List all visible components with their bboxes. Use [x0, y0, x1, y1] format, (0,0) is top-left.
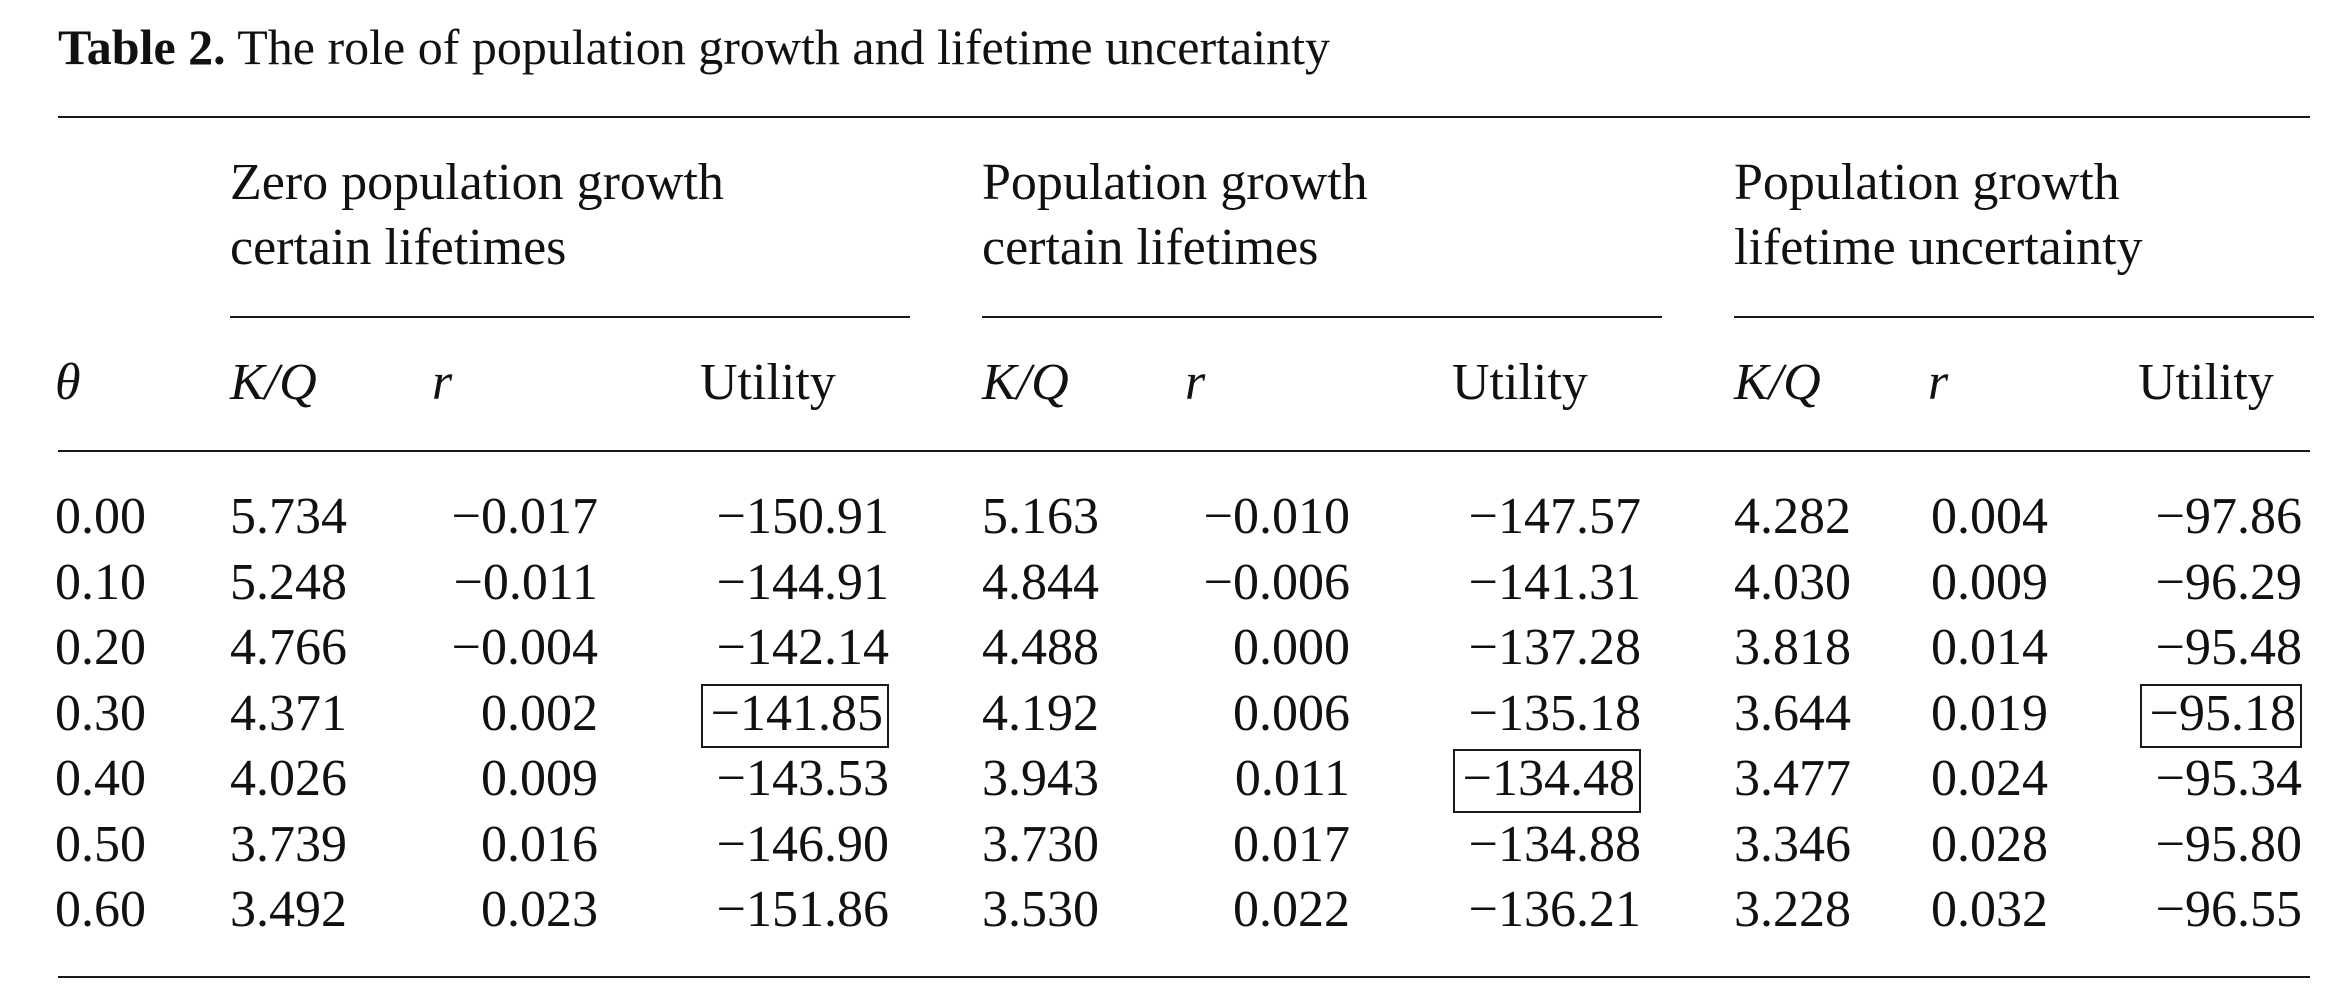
utility-cell: −143.53 [716, 750, 889, 807]
kq-cell: 3.644 [1734, 684, 1851, 742]
column-header-kq: K/Q [982, 354, 1069, 411]
kq-cell: 4.488 [982, 619, 1099, 676]
utility-cell: −150.91 [716, 488, 889, 545]
kq-cell: 5.248 [230, 553, 347, 611]
r-cell: −0.006 [1203, 553, 1350, 611]
kq-cell: 4.371 [230, 684, 347, 742]
kq-cell: 4.844 [982, 553, 1099, 611]
theta-cell: 0.60 [55, 881, 146, 938]
column-header-kq: K/Q [230, 354, 317, 411]
group-heading-line2: certain lifetimes [230, 219, 567, 276]
r-cell: 0.028 [1931, 815, 2048, 873]
r-cell: 0.009 [481, 750, 598, 807]
utility-cell: −96.55 [2155, 881, 2302, 938]
table-title: The role of population growth and lifeti… [237, 19, 1330, 75]
r-cell: 0.032 [1931, 881, 2048, 938]
theta-cell: 0.50 [55, 815, 146, 873]
group-heading-line2: certain lifetimes [982, 219, 1319, 276]
kq-cell: 4.766 [230, 619, 347, 676]
utility-cell: −95.48 [2155, 619, 2302, 676]
r-cell: 0.016 [481, 815, 598, 873]
group-heading-line2: lifetime uncertainty [1734, 219, 2143, 276]
utility-cell-boxed: −134.48 [1452, 749, 1641, 813]
kq-cell: 4.282 [1734, 488, 1851, 545]
kq-cell: 4.030 [1734, 553, 1851, 611]
utility-cell: −95.34 [2155, 750, 2302, 807]
column-header-kq: K/Q [1734, 354, 1821, 411]
r-cell: 0.011 [1234, 750, 1350, 807]
r-cell: 0.006 [1233, 684, 1350, 742]
r-cell: 0.024 [1931, 750, 2048, 807]
kq-cell: 5.734 [230, 488, 347, 545]
r-cell: 0.019 [1931, 684, 2048, 742]
utility-cell: −135.18 [1468, 684, 1641, 742]
utility-cell: −147.57 [1468, 488, 1641, 545]
kq-cell: 3.346 [1734, 815, 1851, 873]
column-header-utility: Utility [700, 354, 836, 411]
utility-cell: −97.86 [2155, 488, 2302, 545]
utility-cell: −136.21 [1468, 881, 1641, 938]
utility-cell: −137.28 [1468, 619, 1641, 676]
utility-cell-boxed: −95.18 [2139, 683, 2302, 748]
theta-cell: 0.30 [55, 684, 146, 742]
r-cell: 0.022 [1233, 881, 1350, 938]
kq-cell: 3.818 [1734, 619, 1851, 676]
table-caption: Table 2. The role of population growth a… [58, 18, 1330, 76]
kq-cell: 3.492 [230, 881, 347, 938]
kq-cell: 4.192 [982, 684, 1099, 742]
header-rule [58, 450, 2310, 452]
kq-cell: 3.730 [982, 815, 1099, 873]
r-cell: 0.023 [481, 881, 598, 938]
column-header-utility: Utility [2138, 354, 2274, 411]
r-cell: 0.004 [1931, 488, 2048, 545]
utility-cell: −134.88 [1468, 815, 1641, 873]
r-cell: 0.002 [481, 684, 598, 742]
group-heading-line1: Population growth [1734, 154, 2120, 211]
table-number: Table 2. [58, 19, 226, 75]
utility-cell: −144.91 [716, 553, 889, 611]
column-header-r: r [432, 354, 453, 411]
theta-cell: 0.20 [55, 619, 146, 676]
r-cell: 0.017 [1233, 815, 1350, 873]
column-header-theta: θ [55, 354, 81, 411]
r-cell: 0.009 [1931, 553, 2048, 611]
utility-cell-boxed: −141.85 [700, 683, 889, 748]
group-rule-3 [1734, 316, 2314, 318]
theta-cell: 0.40 [55, 750, 146, 807]
r-cell: −0.010 [1203, 488, 1350, 545]
group-heading-line1: Zero population growth [230, 154, 724, 211]
r-cell: −0.011 [453, 553, 598, 611]
kq-cell: 3.530 [982, 881, 1099, 938]
utility-cell: −151.86 [716, 881, 889, 938]
utility-cell: −146.90 [716, 815, 889, 873]
utility-cell: −142.14 [716, 619, 889, 676]
group-rule-2 [982, 316, 1662, 318]
r-cell: −0.004 [451, 619, 598, 676]
utility-cell: −95.80 [2155, 815, 2302, 873]
kq-cell: 5.163 [982, 488, 1099, 545]
theta-cell: 0.10 [55, 553, 146, 611]
column-header-r: r [1185, 354, 1206, 411]
top-rule [58, 116, 2310, 118]
kq-cell: 3.739 [230, 815, 347, 873]
kq-cell: 3.228 [1734, 881, 1851, 938]
group-heading-line1: Population growth [982, 154, 1368, 211]
r-cell: 0.014 [1931, 619, 2048, 676]
r-cell: −0.017 [451, 488, 598, 545]
utility-cell: −96.29 [2155, 553, 2302, 611]
bottom-rule [58, 976, 2310, 978]
column-header-r: r [1928, 354, 1949, 411]
utility-cell: −141.31 [1468, 553, 1641, 611]
column-header-utility: Utility [1452, 354, 1588, 411]
kq-cell: 4.026 [230, 750, 347, 807]
kq-cell: 3.477 [1734, 750, 1851, 807]
r-cell: 0.000 [1233, 619, 1350, 676]
kq-cell: 3.943 [982, 750, 1099, 807]
group-rule-1 [230, 316, 910, 318]
theta-cell: 0.00 [55, 488, 146, 545]
